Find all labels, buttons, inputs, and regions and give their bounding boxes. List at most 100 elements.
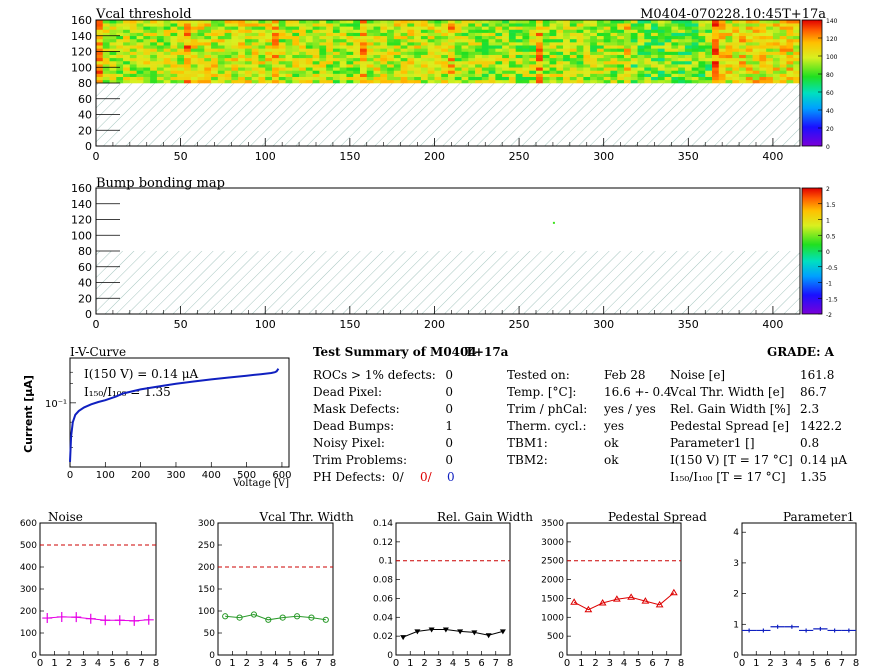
heatmap-cell <box>346 76 354 81</box>
heatmap-cell <box>312 54 320 59</box>
heatmap-cell <box>420 60 428 65</box>
heatmap-cell <box>508 42 516 46</box>
heatmap-cell <box>508 38 516 43</box>
heatmap-cell <box>718 45 726 49</box>
heatmap-cell <box>481 20 489 24</box>
heatmap-cell <box>712 57 720 62</box>
heatmap-cell <box>102 45 110 49</box>
bump-title: Bump bonding map <box>96 176 225 191</box>
heatmap-cell <box>360 48 368 52</box>
heatmap-cell <box>407 35 415 40</box>
y-tick-label: 140 <box>71 30 92 43</box>
heatmap-cell <box>346 42 354 46</box>
heatmap-cell <box>468 70 476 74</box>
heatmap-cell <box>441 23 449 27</box>
heatmap-cell <box>305 79 313 84</box>
roc-data-point <box>770 624 785 629</box>
heatmap-cell <box>678 48 686 52</box>
heatmap-cell <box>596 35 604 40</box>
heatmap-cell <box>705 51 713 55</box>
heatmap-cell <box>644 29 652 33</box>
heatmap-cell <box>617 29 625 33</box>
heatmap-cell <box>170 23 178 27</box>
heatmap-cell <box>217 38 225 43</box>
heatmap-cell <box>786 48 794 52</box>
heatmap-cell <box>224 64 232 68</box>
heatmap-cell <box>691 64 699 68</box>
heatmap-cell <box>434 38 442 43</box>
heatmap-cell <box>332 67 340 71</box>
heatmap-cell <box>272 60 280 65</box>
heatmap-cell <box>177 23 185 27</box>
heatmap-cell <box>265 76 273 81</box>
heatmap-cell <box>163 51 171 55</box>
heatmap-cell <box>123 32 131 37</box>
roc-y-tick-label: 0 <box>387 651 393 661</box>
heatmap-cell <box>488 54 496 59</box>
heatmap-cell <box>224 79 232 84</box>
heatmap-cell <box>231 67 239 71</box>
heatmap-cell <box>671 73 679 77</box>
heatmap-cell <box>563 70 571 74</box>
heatmap-cell <box>339 54 347 59</box>
heatmap-cell <box>170 42 178 46</box>
heatmap-cell <box>793 51 801 55</box>
heatmap-cell <box>454 42 462 46</box>
heatmap-cell <box>644 23 652 27</box>
roc-y-tick-label: 0.12 <box>373 538 393 548</box>
heatmap-cell <box>319 35 327 40</box>
heatmap-cell <box>123 51 131 55</box>
roc-y-tick-label: 0.08 <box>373 576 393 586</box>
heatmap-cell <box>549 48 557 52</box>
heatmap-cell <box>495 38 503 43</box>
condition-label: Therm. cycl.: <box>507 419 587 433</box>
heatmap-cell <box>739 54 747 59</box>
heatmap-cell <box>353 76 361 81</box>
heatmap-cell <box>657 67 665 71</box>
heatmap-cell <box>529 32 537 37</box>
heatmap-cell <box>163 20 171 24</box>
heatmap-cell <box>725 79 733 84</box>
heatmap-cell <box>739 73 747 77</box>
heatmap-cell <box>651 76 659 81</box>
heatmap-cell <box>387 64 395 68</box>
heatmap-cell <box>630 60 638 65</box>
heatmap-cell <box>766 48 774 52</box>
heatmap-cell <box>590 70 598 74</box>
heatmap-cell <box>251 76 259 81</box>
heatmap-cell <box>170 67 178 71</box>
heatmap-cell <box>583 38 591 43</box>
heatmap-cell <box>380 60 388 65</box>
x-tick-label: 0 <box>93 150 100 163</box>
roc-x-tick-label: 7 <box>138 658 144 669</box>
heatmap-cell <box>224 57 232 62</box>
heatmap-cell <box>536 23 544 27</box>
iv-x-tick-label: 500 <box>237 470 256 481</box>
roc-chart-title: Rel. Gain Width <box>437 510 533 524</box>
heatmap-cell <box>299 67 307 71</box>
heatmap-cell <box>387 67 395 71</box>
y-tick-label: 120 <box>71 46 92 59</box>
heatmap-cell <box>705 54 713 59</box>
heatmap-cell <box>326 76 334 81</box>
heatmap-cell <box>583 73 591 77</box>
heatmap-cell <box>671 51 679 55</box>
heatmap-cell <box>542 60 550 65</box>
heatmap-cell <box>353 79 361 84</box>
heatmap-cell <box>651 60 659 65</box>
heatmap-cell <box>637 48 645 52</box>
heatmap-cell <box>184 57 192 62</box>
y-tick-label: 100 <box>71 61 92 74</box>
heatmap-cell <box>556 35 564 40</box>
heatmap-cell <box>360 20 368 24</box>
heatmap-cell <box>400 64 408 68</box>
heatmap-cell <box>454 38 462 43</box>
heatmap-cell <box>387 57 395 62</box>
heatmap-cell <box>461 60 469 65</box>
heatmap-cell <box>96 45 104 49</box>
heatmap-cell <box>745 32 753 37</box>
heatmap-cell <box>380 32 388 37</box>
heatmap-cell <box>630 70 638 74</box>
heatmap-cell <box>461 73 469 77</box>
heatmap-cell <box>576 64 584 68</box>
